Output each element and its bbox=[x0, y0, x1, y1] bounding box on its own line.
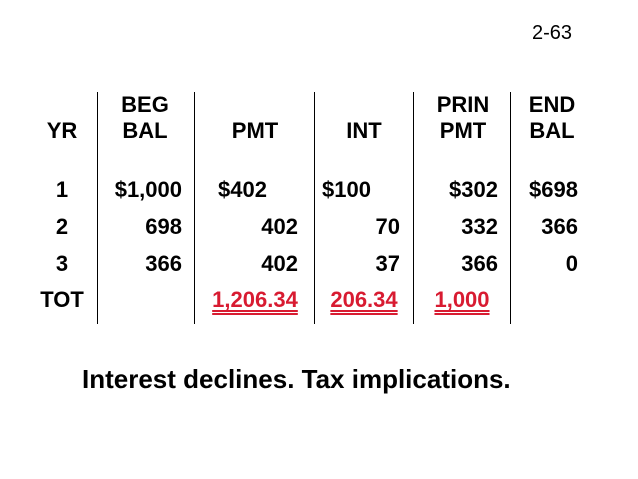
header-beg-bal-top: BEG bbox=[121, 92, 169, 117]
column-divider bbox=[413, 92, 414, 324]
column-divider bbox=[510, 92, 511, 324]
header-pmt: PMT bbox=[231, 118, 279, 143]
header-int: INT bbox=[346, 118, 382, 143]
total-int: 206.34 bbox=[330, 287, 398, 312]
cell-pmt: $402 bbox=[218, 177, 267, 202]
cell-int: $100 bbox=[322, 177, 371, 202]
cell-pmt: 402 bbox=[261, 214, 298, 239]
cell-int: 70 bbox=[375, 214, 400, 239]
cell-int: 37 bbox=[375, 251, 400, 276]
cell-prin-pmt: 332 bbox=[461, 214, 498, 239]
total-label: TOT bbox=[40, 287, 84, 312]
cell-beg-bal: 366 bbox=[145, 251, 182, 276]
cell-yr: 1 bbox=[55, 177, 69, 202]
column-divider bbox=[194, 92, 195, 324]
header-prin-pmt-bottom: PMT bbox=[439, 118, 487, 143]
cell-yr: 2 bbox=[55, 214, 69, 239]
cell-beg-bal: $1,000 bbox=[114, 177, 182, 202]
slide-number: 2-63 bbox=[532, 22, 573, 44]
header-yr: YR bbox=[46, 118, 78, 143]
total-pmt: 1,206.34 bbox=[212, 287, 298, 312]
cell-prin-pmt: $302 bbox=[449, 177, 498, 202]
header-beg-bal-bottom: BAL bbox=[122, 118, 168, 143]
cell-end-bal: $698 bbox=[529, 177, 578, 202]
header-prin-pmt-top: PRIN bbox=[436, 92, 490, 117]
cell-pmt: 402 bbox=[261, 251, 298, 276]
total-prin-pmt: 1,000 bbox=[434, 287, 490, 312]
footer-note: Interest declines. Tax implications. bbox=[82, 364, 511, 394]
cell-beg-bal: 698 bbox=[145, 214, 182, 239]
header-end-bal-bottom: BAL bbox=[529, 118, 575, 143]
header-end-bal-top: END bbox=[528, 92, 576, 117]
column-divider bbox=[97, 92, 98, 324]
cell-end-bal: 366 bbox=[541, 214, 578, 239]
column-divider bbox=[314, 92, 315, 324]
cell-prin-pmt: 366 bbox=[461, 251, 498, 276]
cell-end-bal: 0 bbox=[565, 251, 578, 276]
cell-yr: 3 bbox=[55, 251, 69, 276]
